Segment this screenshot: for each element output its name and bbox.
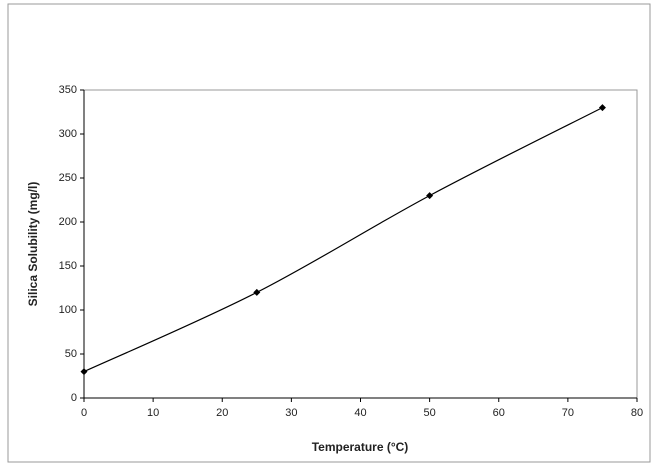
x-tick-label: 20 bbox=[216, 407, 228, 419]
data-point bbox=[598, 104, 606, 112]
data-line bbox=[83, 107, 603, 373]
x-tick-label: 10 bbox=[147, 407, 159, 419]
x-tick-label: 70 bbox=[562, 407, 574, 419]
data-point bbox=[426, 192, 434, 200]
y-axis-title: Silica Solubility (mg/l) bbox=[26, 182, 40, 307]
data-point bbox=[253, 288, 261, 296]
x-tick-label: 40 bbox=[354, 407, 366, 419]
x-tick-label: 50 bbox=[424, 407, 436, 419]
x-axis-title: Temperature (°C) bbox=[312, 440, 409, 454]
y-tick-label: 0 bbox=[71, 392, 77, 404]
y-tick-label: 300 bbox=[59, 128, 77, 140]
x-tick-label: 60 bbox=[493, 407, 505, 419]
x-tick-label: 80 bbox=[631, 407, 643, 419]
y-tick-label: 50 bbox=[65, 348, 77, 360]
x-tick-label: 30 bbox=[285, 407, 297, 419]
data-point bbox=[80, 368, 88, 376]
y-tick-label: 100 bbox=[59, 304, 77, 316]
x-tick-label: 0 bbox=[81, 407, 87, 419]
y-tick-label: 200 bbox=[59, 216, 77, 228]
y-tick-label: 250 bbox=[59, 172, 77, 184]
y-tick-label: 350 bbox=[59, 84, 77, 96]
chart-border bbox=[7, 3, 651, 463]
y-tick-label: 150 bbox=[59, 260, 77, 272]
